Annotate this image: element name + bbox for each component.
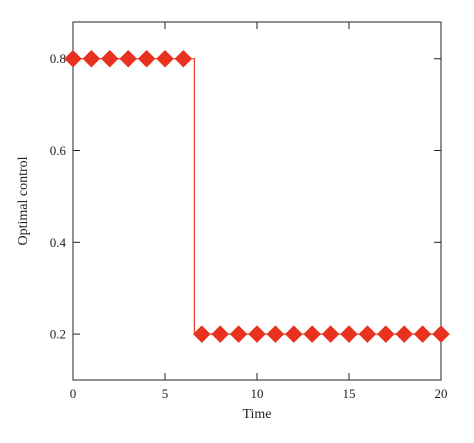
y-tick-label: 0.4 xyxy=(50,235,67,250)
data-point-marker xyxy=(413,325,432,343)
data-point-marker xyxy=(174,49,193,68)
data-point-marker xyxy=(266,325,285,343)
data-point-marker xyxy=(156,49,174,68)
y-tick-label: 0.2 xyxy=(50,327,66,342)
y-tick-label: 0.6 xyxy=(50,143,67,158)
data-point-marker xyxy=(192,325,211,343)
x-tick-label: 10 xyxy=(251,386,264,401)
data-point-marker xyxy=(432,325,450,343)
x-tick-label: 20 xyxy=(435,386,448,401)
x-axis-label: Time xyxy=(242,407,271,422)
series-line xyxy=(73,58,441,335)
series-layer xyxy=(64,49,450,343)
x-tick-label: 0 xyxy=(70,386,77,401)
x-axis-ticks: 0 5 10 15 20 xyxy=(70,22,448,401)
x-tick-label: 5 xyxy=(162,386,169,401)
data-point-marker xyxy=(376,325,395,343)
data-point-marker xyxy=(211,325,230,343)
data-point-marker xyxy=(321,325,340,343)
data-point-marker xyxy=(229,325,248,343)
data-point-marker xyxy=(64,49,82,68)
x-tick-label: 15 xyxy=(343,386,356,401)
data-point-marker xyxy=(137,49,156,68)
data-point-marker xyxy=(82,49,101,68)
data-point-marker xyxy=(119,49,138,68)
data-point-marker xyxy=(284,325,303,343)
y-axis-label: Optimal control xyxy=(16,156,31,245)
data-point-marker xyxy=(100,49,119,68)
data-point-marker xyxy=(340,325,358,343)
y-tick-label: 0.8 xyxy=(50,51,66,66)
data-point-marker xyxy=(303,325,322,343)
data-point-marker xyxy=(358,325,377,343)
data-point-marker xyxy=(248,325,266,343)
data-point-marker xyxy=(395,325,414,343)
y-axis-ticks: 0.2 0.4 0.6 0.8 xyxy=(50,51,441,342)
